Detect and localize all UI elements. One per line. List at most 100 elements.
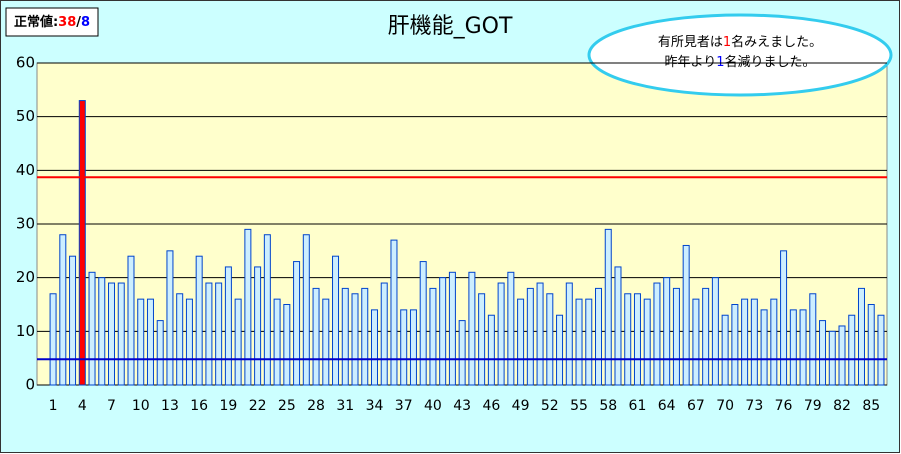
x-tick-label: 7 <box>107 398 116 414</box>
x-tick-label: 85 <box>862 398 880 414</box>
x-tick-label: 49 <box>512 398 530 414</box>
bar <box>711 277 719 386</box>
x-tick-label: 82 <box>833 398 851 414</box>
bar <box>497 282 505 386</box>
bar <box>526 287 534 386</box>
x-tick-label: 25 <box>278 398 296 414</box>
bar <box>361 287 369 386</box>
chart-title: 肝機能_GOT <box>388 14 513 39</box>
normal-lower: 8 <box>81 15 90 30</box>
x-tick-label: 55 <box>570 398 588 414</box>
bar <box>780 250 788 386</box>
x-tick-label: 19 <box>219 398 237 414</box>
bar <box>624 293 632 386</box>
x-tick-label: 70 <box>716 398 734 414</box>
annotation-count: 1 <box>716 55 724 70</box>
bar <box>595 287 603 386</box>
x-tick-label: 28 <box>307 398 325 414</box>
x-tick-label: 76 <box>775 398 793 414</box>
x-tick-label: 64 <box>658 398 676 414</box>
x-tick-label: 34 <box>366 398 384 414</box>
x-tick-label: 43 <box>453 398 471 414</box>
y-tick-label: 40 <box>16 161 35 179</box>
bar <box>176 293 184 386</box>
bar <box>59 234 67 386</box>
annotation-line: 有所見者は1名みえました。 <box>658 34 822 50</box>
normal-prefix: 正常値: <box>14 14 58 30</box>
x-tick-label: 73 <box>745 398 763 414</box>
x-tick-label: 40 <box>424 398 442 414</box>
bar <box>819 320 827 386</box>
bar <box>565 282 573 386</box>
annotation-bubble <box>587 13 893 97</box>
bar <box>731 304 739 386</box>
normal-box <box>5 7 99 37</box>
x-tick-label: 61 <box>629 398 647 414</box>
bar <box>487 314 495 386</box>
bar <box>439 277 447 386</box>
bar <box>166 250 174 386</box>
bar <box>234 298 242 386</box>
x-tick-label: 1 <box>49 398 58 414</box>
bar <box>604 228 612 386</box>
bar <box>263 234 271 386</box>
bar <box>78 100 86 386</box>
bar <box>507 271 515 386</box>
x-tick-label: 10 <box>132 398 150 414</box>
x-tick-label: 31 <box>336 398 354 414</box>
x-tick-label: 67 <box>687 398 705 414</box>
bar <box>653 282 661 386</box>
bar <box>643 298 651 386</box>
bar <box>283 304 291 386</box>
bar <box>146 298 154 386</box>
x-tick-label: 4 <box>78 398 87 414</box>
y-tick-label: 30 <box>16 215 35 233</box>
bar <box>137 298 145 386</box>
bar <box>838 325 846 386</box>
bar <box>760 309 768 386</box>
bar <box>799 309 807 386</box>
bar <box>254 266 262 386</box>
bar <box>98 277 106 386</box>
bar <box>332 255 340 386</box>
bar <box>750 298 758 386</box>
normal-sep: / <box>76 15 81 30</box>
x-tick-label: 13 <box>161 398 179 414</box>
x-tick-label: 37 <box>395 398 413 414</box>
bar <box>517 298 525 386</box>
x-tick-label: 58 <box>599 398 617 414</box>
bar <box>770 298 778 386</box>
bar <box>682 244 690 386</box>
bar <box>370 309 378 386</box>
bar <box>409 309 417 386</box>
bar <box>117 282 125 386</box>
bar <box>663 277 671 386</box>
bar <box>322 298 330 386</box>
annotation-line: 昨年より1名減りました。 <box>664 54 815 70</box>
annotation-text: 有所見者は <box>658 35 723 50</box>
annotation-text: 昨年より <box>664 55 716 70</box>
bar <box>458 320 466 386</box>
bar <box>536 282 544 386</box>
bar <box>585 298 593 386</box>
bar <box>341 287 349 386</box>
bar <box>205 282 213 386</box>
bar <box>741 298 749 386</box>
bar <box>575 298 583 386</box>
bar <box>390 239 398 386</box>
bar <box>224 266 232 386</box>
bar <box>478 293 486 386</box>
annotation-count: 1 <box>723 35 731 50</box>
x-tick-label: 79 <box>804 398 822 414</box>
bar <box>156 320 164 386</box>
bar <box>546 293 554 386</box>
bar <box>108 282 116 386</box>
bar <box>828 330 836 386</box>
bar <box>195 255 203 386</box>
x-tick-label: 22 <box>249 398 267 414</box>
bar <box>185 298 193 386</box>
bar <box>69 255 77 386</box>
bar <box>127 255 135 386</box>
bar <box>400 309 408 386</box>
